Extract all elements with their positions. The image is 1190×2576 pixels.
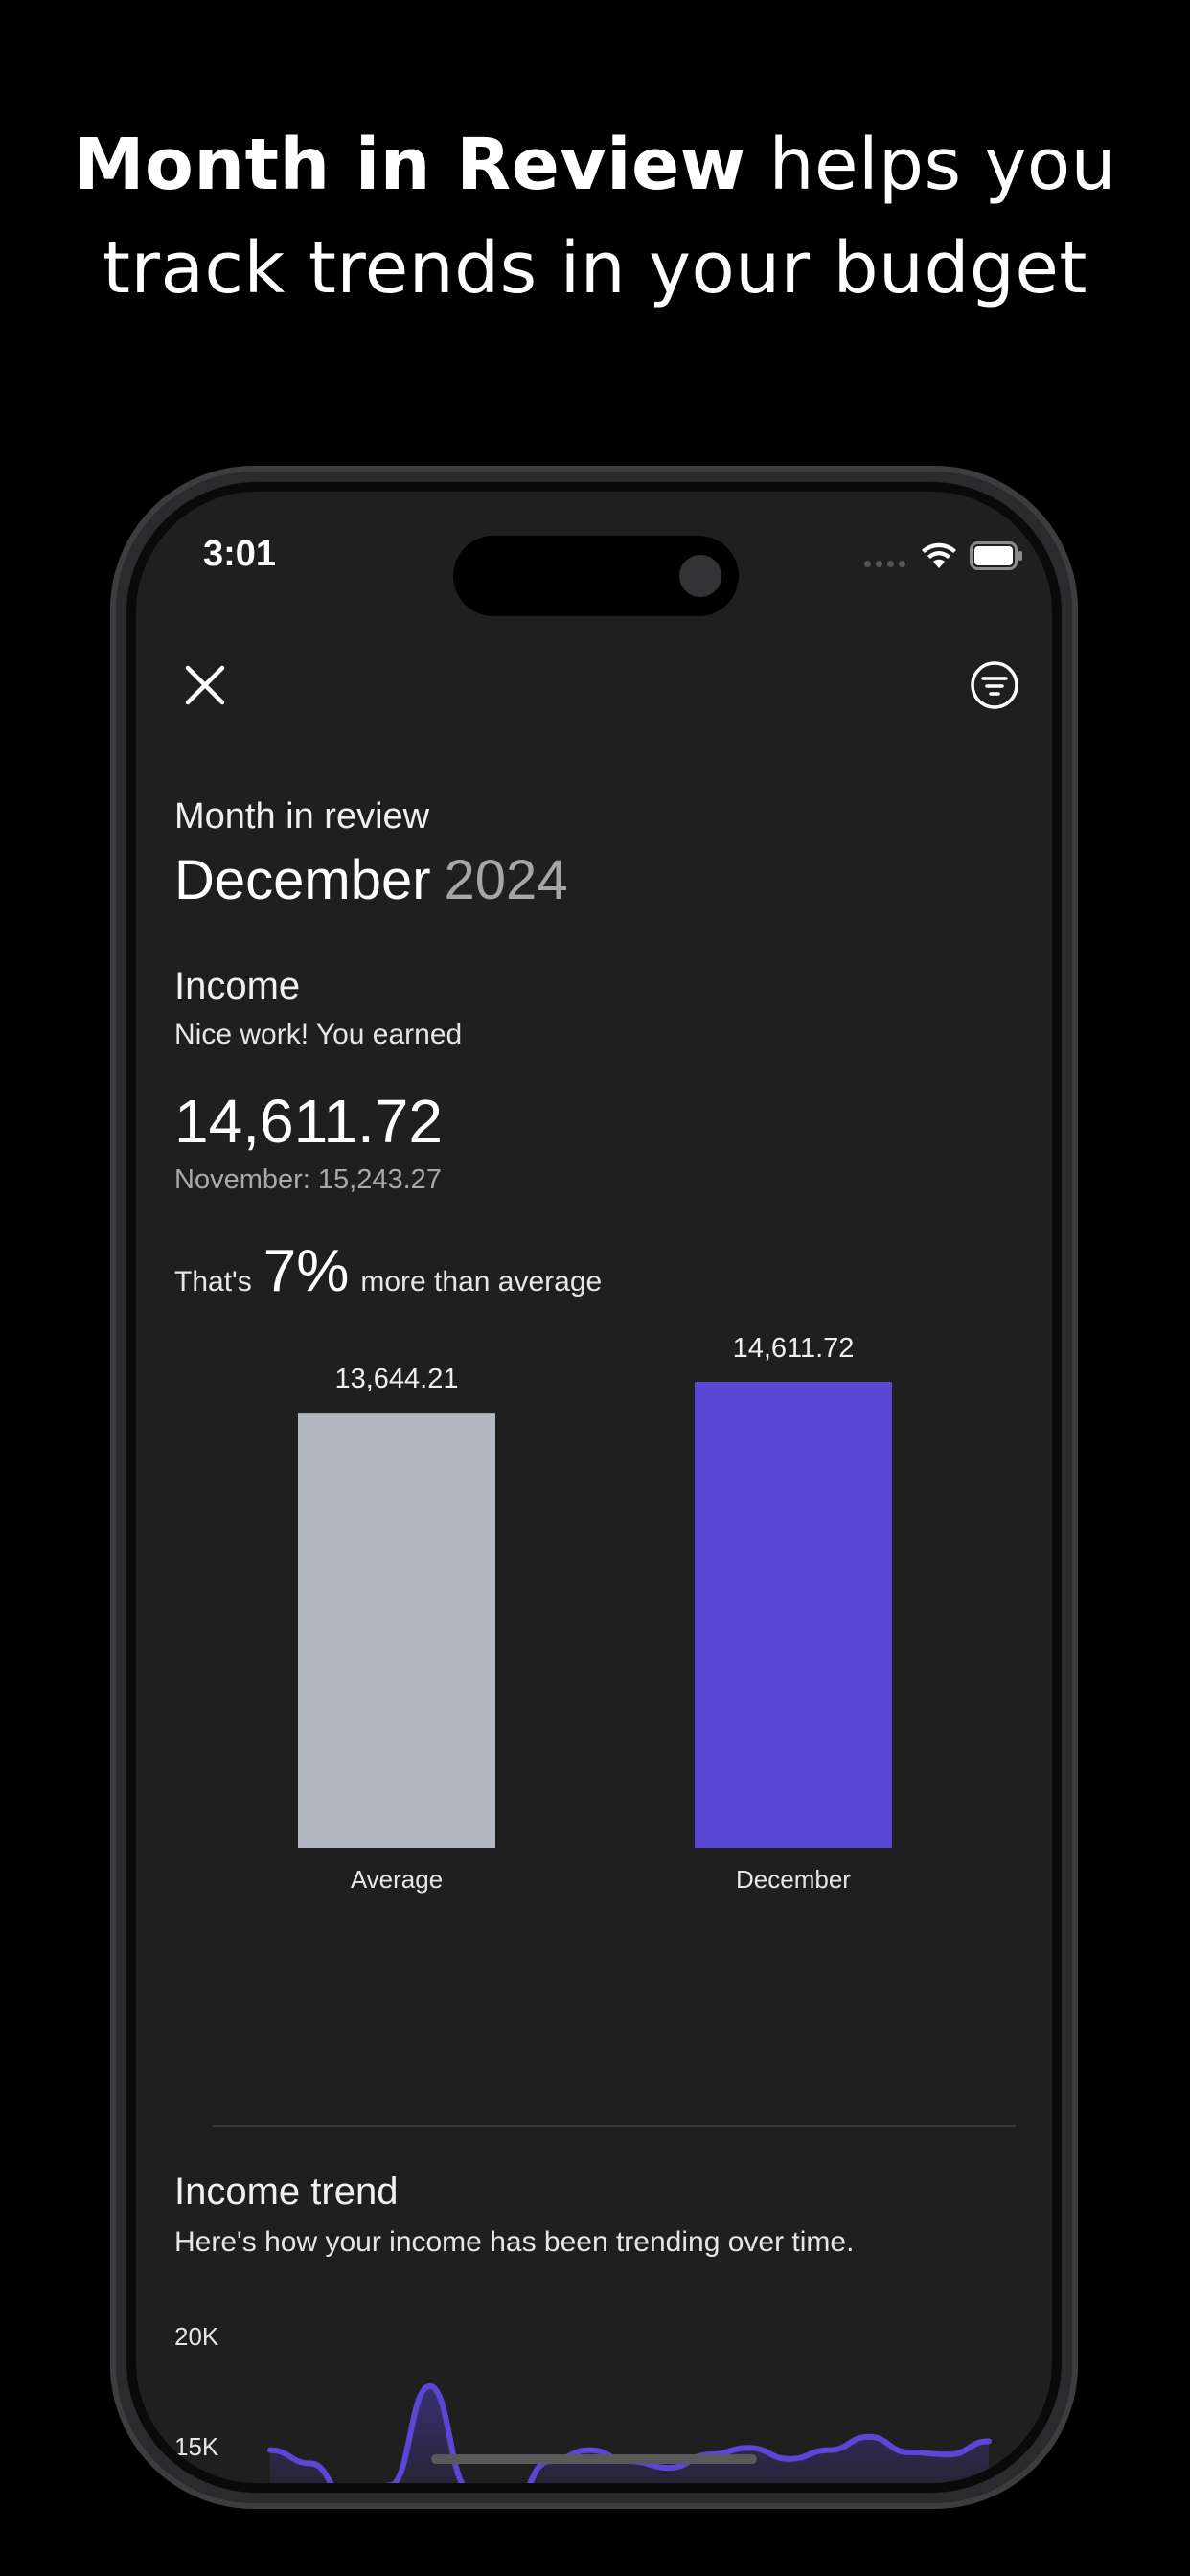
bar-december: [695, 1382, 892, 1848]
promo-headline-bold: Month in Review: [73, 124, 746, 206]
eyebrow-label: Month in review: [174, 796, 430, 837]
bar-average: [298, 1413, 495, 1848]
previous-month-amount: November: 15,243.27: [174, 1164, 442, 1195]
filter-icon[interactable]: [968, 658, 1021, 712]
month-title: December 2024: [174, 848, 568, 912]
comparison-line: That's 7% more than average: [174, 1237, 602, 1305]
comparison-percent: 7%: [263, 1238, 350, 1304]
home-indicator[interactable]: [431, 2454, 757, 2464]
bar-value-label: 13,644.21: [334, 1364, 458, 1394]
comparison-suffix: more than average: [360, 1266, 603, 1298]
battery-icon: [970, 541, 1022, 570]
app-screen: 3:01 Month in review December 2024 Income…: [136, 492, 1052, 2483]
trend-area-fill: [270, 2385, 989, 2483]
y-tick-label: 15K: [174, 2432, 219, 2461]
signal-icon: [864, 561, 905, 567]
status-time: 3:01: [203, 534, 277, 574]
income-amount: 14,611.72: [174, 1087, 443, 1156]
promo-headline: Month in Review helps you track trends i…: [0, 113, 1190, 320]
promo-headline-rest: helps you track trends in your budget: [103, 124, 1117, 310]
trend-line: [267, 2382, 992, 2483]
bar-category-label: December: [736, 1865, 851, 1894]
comparison-prefix: That's: [174, 1266, 252, 1298]
year-label: 2024: [444, 849, 568, 911]
trend-subtitle: Here's how your income has been trending…: [174, 2226, 855, 2258]
wifi-icon: [922, 542, 956, 568]
bar-value-label: 14,611.72: [733, 1333, 855, 1364]
section-divider: [213, 2125, 1016, 2127]
income-bar-chart: 13,644.21 Average 14,611.72 December: [298, 1333, 892, 1894]
camera-icon: [679, 555, 721, 597]
bar-category-label: Average: [351, 1865, 443, 1894]
close-icon[interactable]: [178, 658, 232, 712]
income-title: Income: [174, 965, 301, 1007]
month-name: December: [174, 849, 431, 911]
trend-title: Income trend: [174, 2171, 399, 2213]
income-subtitle: Nice work! You earned: [174, 1019, 463, 1050]
y-tick-label: 20K: [174, 2322, 219, 2351]
